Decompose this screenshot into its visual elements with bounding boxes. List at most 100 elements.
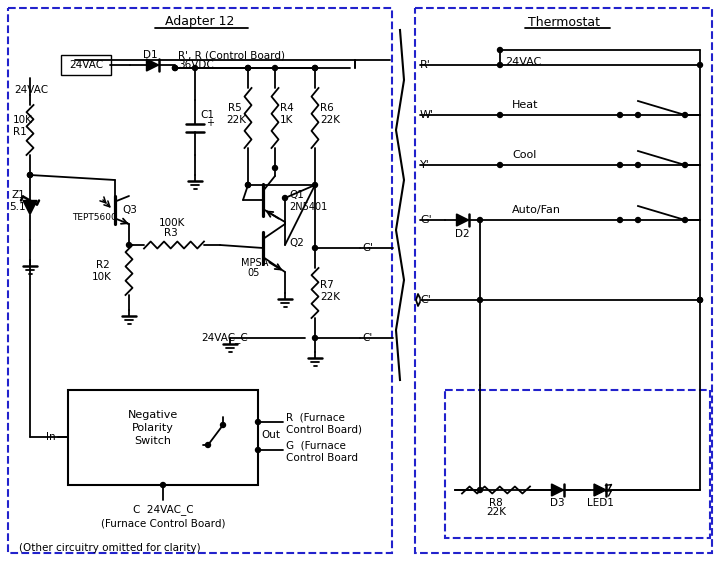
Circle shape <box>498 62 503 67</box>
Text: Q2: Q2 <box>289 238 304 248</box>
Circle shape <box>256 419 261 424</box>
Circle shape <box>246 66 251 70</box>
Circle shape <box>683 112 688 117</box>
Circle shape <box>161 483 166 487</box>
Text: 36VDC: 36VDC <box>178 60 214 70</box>
Text: 1K: 1K <box>280 115 293 125</box>
Circle shape <box>246 183 251 188</box>
Text: Polarity: Polarity <box>132 423 174 433</box>
Text: G': G' <box>362 243 373 253</box>
Text: R4: R4 <box>280 103 294 113</box>
Text: Thermostat: Thermostat <box>528 16 600 29</box>
Circle shape <box>683 217 688 223</box>
Text: C': C' <box>420 295 431 305</box>
Polygon shape <box>594 484 606 496</box>
Polygon shape <box>552 484 564 496</box>
Text: 10K: 10K <box>13 115 33 125</box>
Text: TEPT5600: TEPT5600 <box>72 214 117 223</box>
Text: 05: 05 <box>247 268 259 278</box>
Text: R1: R1 <box>13 127 27 137</box>
Text: In: In <box>46 432 55 442</box>
Circle shape <box>312 183 318 188</box>
Text: LED1: LED1 <box>587 498 613 508</box>
Circle shape <box>127 242 132 247</box>
Text: D1: D1 <box>143 50 157 60</box>
Text: Auto/Fan: Auto/Fan <box>512 205 561 215</box>
Text: (Furnace Control Board): (Furnace Control Board) <box>101 518 225 528</box>
Text: Q3: Q3 <box>122 205 137 215</box>
Text: Switch: Switch <box>135 436 171 446</box>
Polygon shape <box>23 201 37 215</box>
Text: 5.1V: 5.1V <box>9 202 32 212</box>
Text: 100K: 100K <box>159 218 185 228</box>
Text: R', R (Control Board): R', R (Control Board) <box>178 50 285 60</box>
Circle shape <box>312 66 318 70</box>
Circle shape <box>683 162 688 167</box>
Circle shape <box>246 183 251 188</box>
Text: Z1: Z1 <box>11 190 24 200</box>
Circle shape <box>173 66 178 70</box>
Circle shape <box>698 297 703 302</box>
Text: R6: R6 <box>320 103 334 113</box>
Circle shape <box>256 447 261 452</box>
Text: R': R' <box>420 60 431 70</box>
Text: 22K: 22K <box>486 507 506 517</box>
Text: D2: D2 <box>455 229 469 239</box>
Circle shape <box>498 112 503 117</box>
Text: Control Board: Control Board <box>286 453 358 463</box>
Circle shape <box>477 297 482 302</box>
Circle shape <box>27 173 32 178</box>
Text: 22K: 22K <box>320 115 340 125</box>
Text: R8: R8 <box>489 498 503 508</box>
Text: Y': Y' <box>420 160 430 170</box>
Text: D3: D3 <box>549 498 564 508</box>
Circle shape <box>246 66 251 70</box>
Text: 24VAC: 24VAC <box>69 60 103 70</box>
Circle shape <box>618 162 623 167</box>
Text: 10K: 10K <box>92 272 112 282</box>
Text: MPSA: MPSA <box>241 258 269 268</box>
Text: Negative: Negative <box>128 410 178 420</box>
Text: 24VAC: 24VAC <box>505 57 541 67</box>
Text: R  (Furnace: R (Furnace <box>286 413 345 423</box>
Circle shape <box>618 112 623 117</box>
Circle shape <box>498 162 503 167</box>
Text: Q1: Q1 <box>289 190 304 200</box>
Text: G  (Furnace: G (Furnace <box>286 441 346 451</box>
Text: C  24VAC_C: C 24VAC_C <box>132 505 193 515</box>
Text: W': W' <box>420 110 434 120</box>
Circle shape <box>477 487 482 492</box>
Circle shape <box>312 66 318 70</box>
Text: 22K: 22K <box>320 292 340 302</box>
FancyBboxPatch shape <box>68 390 258 485</box>
Text: G': G' <box>420 215 432 225</box>
FancyBboxPatch shape <box>61 55 111 75</box>
Text: R7: R7 <box>320 280 334 290</box>
Circle shape <box>636 112 641 117</box>
Circle shape <box>272 165 277 170</box>
Polygon shape <box>146 59 158 71</box>
Circle shape <box>27 173 32 178</box>
Circle shape <box>477 217 482 223</box>
Text: C1: C1 <box>200 110 214 120</box>
Text: Heat: Heat <box>512 100 539 110</box>
Text: C': C' <box>362 333 372 343</box>
Circle shape <box>282 196 287 201</box>
Text: +: + <box>206 117 214 128</box>
Circle shape <box>173 66 178 70</box>
Text: (Other circuitry omitted for clarity): (Other circuitry omitted for clarity) <box>19 543 201 553</box>
Circle shape <box>272 66 277 70</box>
Circle shape <box>312 336 318 341</box>
Circle shape <box>312 246 318 251</box>
Circle shape <box>498 48 503 52</box>
Text: R3: R3 <box>164 228 178 238</box>
Circle shape <box>220 423 225 428</box>
Text: 24VAC_C: 24VAC_C <box>202 333 248 343</box>
Circle shape <box>192 66 197 70</box>
Circle shape <box>698 62 703 67</box>
Circle shape <box>205 442 210 447</box>
Circle shape <box>636 217 641 223</box>
Text: Cool: Cool <box>512 150 536 160</box>
Text: 24VAC: 24VAC <box>14 85 48 95</box>
Circle shape <box>618 217 623 223</box>
